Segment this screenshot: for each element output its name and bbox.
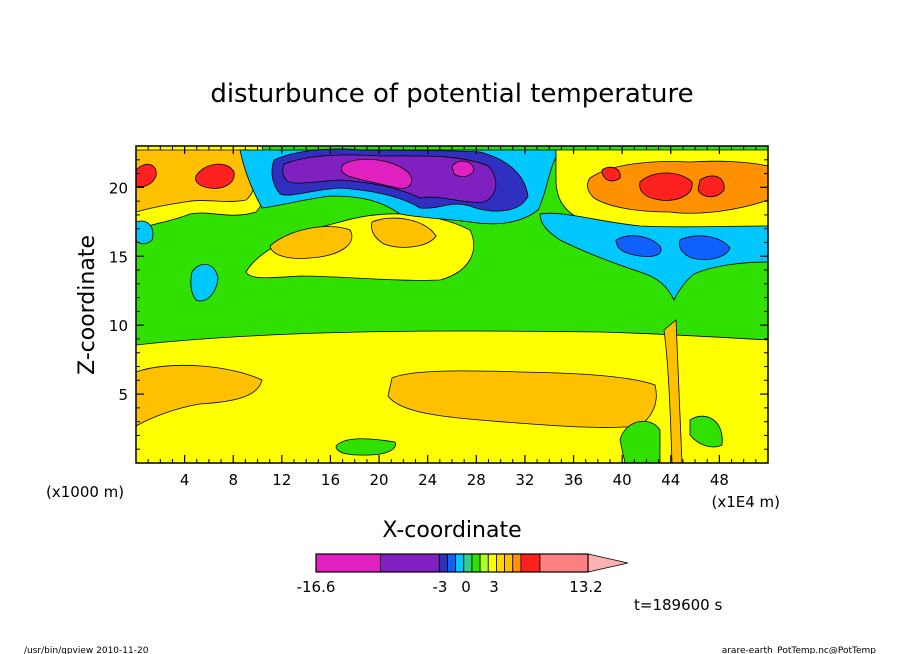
colorbar-swatch [471,553,481,573]
region-plume [663,319,683,463]
x-tick-label: 12 [272,471,291,489]
colorbar-frame [315,553,589,573]
region-right-cool-tongue [539,212,768,301]
colorbar-mid-label-1: -3 [433,578,448,596]
region-left-cool-blob [136,220,154,245]
region-right-green-patch [619,421,661,463]
y-tick-label: 10 [109,317,128,335]
region-right-green-patch-2 [689,415,723,448]
y-tick-label: 5 [118,386,128,404]
region-upper-right-hot-3 [601,166,621,182]
footer-right: arare-earth_PotTemp.nc@PotTemp [722,646,877,654]
filled-contours [136,146,768,463]
colorbar-max-label: 13.2 [569,578,602,596]
colorbar-swatch [479,553,489,573]
region-cool-blob [190,264,219,302]
colorbar-swatch [539,553,589,573]
y-axis: 5 10 15 20 [109,159,768,450]
colorbar-swatch [455,553,465,573]
colorbar-swatch [379,553,440,573]
y-axis-label: Z-coordinate [75,235,100,375]
colorbar-mid-label-2: 0 [461,578,471,596]
x-tick-label: 40 [613,471,632,489]
colorbar-swatch [447,553,457,573]
x-tick-label: 44 [661,471,680,489]
region-cold-core-2 [451,160,475,178]
region-right-blue-core [615,235,662,257]
x-tick-label: 20 [370,471,389,489]
x-unit-right: (x1E4 m) [711,493,780,511]
colorbar-swatch [512,553,522,573]
x-tick-label: 32 [515,471,534,489]
colorbar-swatch [520,553,541,573]
colorbar [315,553,629,573]
region-upper-right-hot-1 [639,172,693,201]
time-annotation: t=189600 s [634,596,722,614]
y-tick-label: 15 [109,248,128,266]
colorbar-swatch [504,553,514,573]
region-upper-left-hot-2 [136,163,157,188]
x-axis-label: X-coordinate [382,518,521,543]
x-tick-label: 4 [180,471,190,489]
region-mid-warm-lens-core-2 [371,217,437,248]
colorbar-arrow [587,553,629,573]
colorbar-swatch [438,553,448,573]
region-cold-core [340,159,412,189]
x-tick-label: 28 [467,471,486,489]
chart-title: disturbunce of potential temperature [210,79,693,109]
footer-left: /usr/bin/gpview 2010-11-20 [24,646,149,654]
colorbar-min-label: -16.6 [297,578,336,596]
x-unit-left: (x1000 m) [46,483,124,501]
x-axis: 4 8 12 16 20 24 28 32 36 40 44 48 [147,146,757,489]
colorbar-swatch [315,553,381,573]
x-tick-label: 48 [710,471,729,489]
x-tick-label: 36 [564,471,583,489]
region-lower-right-warm-pool [387,370,657,428]
region-lower-left-warm-pool [136,364,263,427]
x-tick-label: 16 [321,471,340,489]
colorbar-swatch [496,553,505,573]
colorbar-swatch [463,553,473,573]
region-upper-right-hot-2 [697,175,725,198]
region-right-blue-core-2 [679,235,731,260]
region-upper-left-hot-1 [195,163,235,189]
y-tick-label: 20 [109,179,128,197]
x-tick-label: 24 [418,471,437,489]
region-bottom-green-patch [335,438,396,456]
colorbar-swatch [487,553,497,573]
colorbar-mid-label-3: 3 [489,578,499,596]
region-mid-warm-lens-core [269,226,353,259]
x-tick-label: 8 [228,471,238,489]
